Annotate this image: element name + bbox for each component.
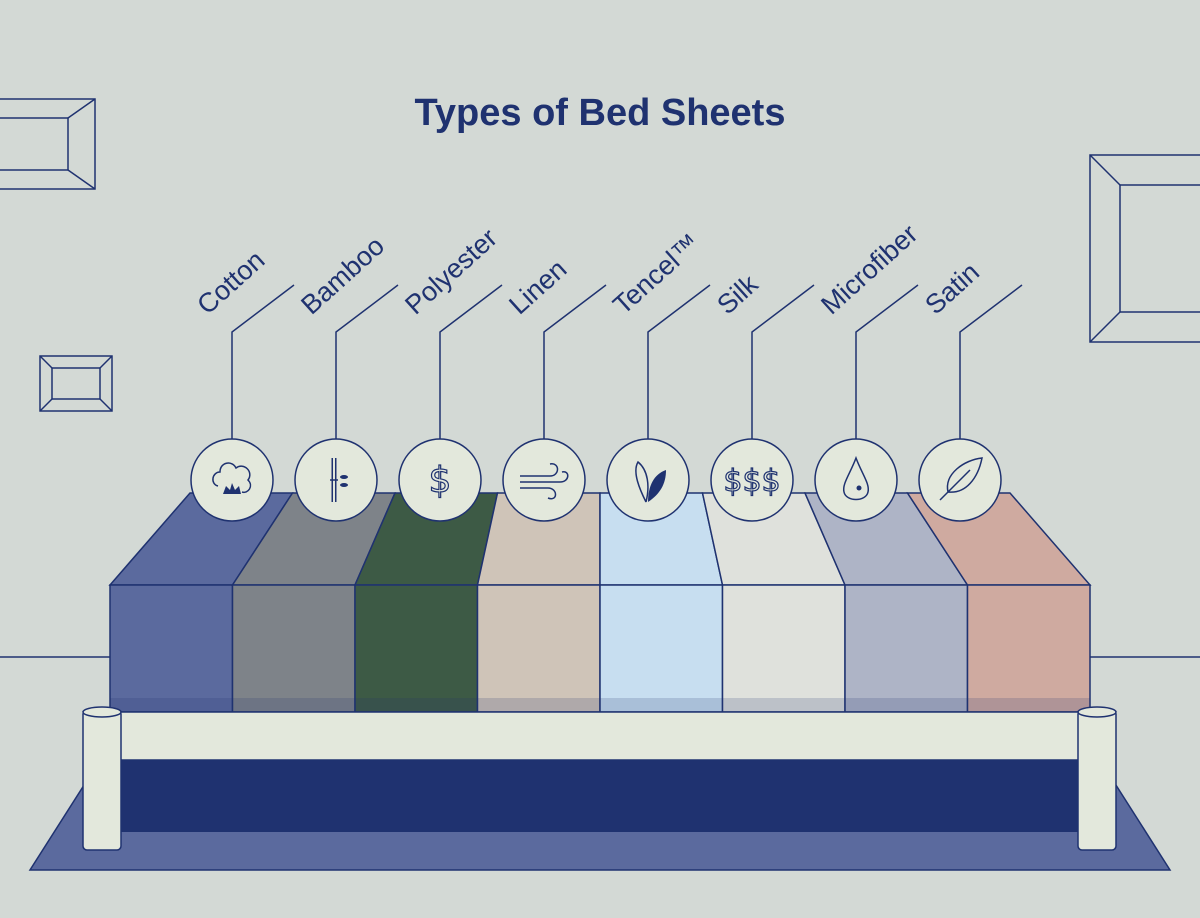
- bed-leg-right: [1077, 706, 1117, 851]
- svg-text:$$$: $$$: [723, 464, 780, 499]
- bed-frame-rail: [114, 711, 1086, 761]
- feather-icon: [939, 457, 983, 501]
- wind-icon: [520, 463, 569, 500]
- callout-silk: $$$: [710, 284, 815, 522]
- water-drop-icon: [842, 455, 870, 501]
- cotton-flower-icon: [212, 462, 252, 494]
- dollar-icon: $: [428, 459, 452, 501]
- callout-linen: [502, 284, 607, 522]
- bed-leg-left: [82, 706, 122, 851]
- wall-frame-right: [1089, 154, 1200, 343]
- page-title: Types of Bed Sheets: [414, 92, 786, 134]
- svg-text:$: $: [429, 460, 452, 501]
- callout-polyester: $: [398, 284, 503, 522]
- leaves-icon: [635, 460, 666, 503]
- sheet-stripe-linen: [476, 492, 601, 713]
- under-bed-shadow: [120, 760, 1080, 832]
- triple-dollar-icon: $$$: [723, 463, 781, 499]
- callout-cotton: [190, 284, 295, 522]
- callout-bamboo: [294, 284, 399, 522]
- callout-tencel: [606, 284, 711, 522]
- callout-microfiber: [814, 284, 919, 522]
- wall-frame-left: [0, 98, 96, 190]
- callout-satin: [918, 284, 1023, 522]
- wall-frame-small: [39, 355, 113, 412]
- sheet-stripe-polyester: [353, 492, 499, 713]
- bamboo-icon: [330, 458, 348, 502]
- sheet-stripe-tencel: [599, 492, 724, 713]
